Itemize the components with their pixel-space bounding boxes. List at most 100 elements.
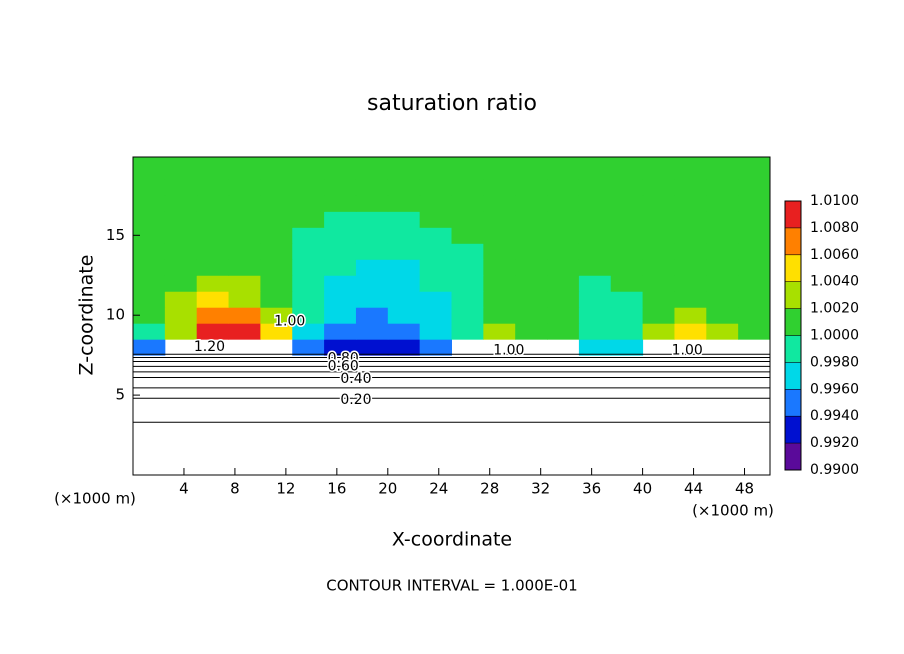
cell <box>324 243 357 260</box>
cell <box>260 227 293 244</box>
x-unit: (×1000 m) <box>54 490 136 508</box>
contour-label: 1.00 <box>672 342 703 358</box>
cell <box>419 275 452 292</box>
x-tick-label: 8 <box>230 480 240 498</box>
cell <box>578 227 612 244</box>
cell <box>610 211 644 228</box>
cell <box>292 259 325 276</box>
cell <box>515 227 548 244</box>
cell <box>292 307 325 324</box>
cell <box>260 211 293 228</box>
cell <box>164 179 198 196</box>
cell <box>706 157 739 180</box>
colorbar-tick-label: 1.0060 <box>810 247 859 263</box>
cell <box>451 259 484 276</box>
cell <box>706 179 739 196</box>
cell <box>706 323 739 340</box>
contour-label: 1.00 <box>274 314 305 330</box>
cell <box>610 195 644 212</box>
cell <box>674 179 707 196</box>
cell <box>164 291 198 308</box>
cell <box>292 179 325 196</box>
cell <box>578 195 612 212</box>
cell <box>451 243 484 260</box>
cell <box>610 157 644 180</box>
cell <box>164 157 198 180</box>
cell <box>355 339 389 356</box>
cell <box>133 291 166 308</box>
cell <box>196 275 230 292</box>
chart-title: saturation ratio <box>367 91 537 116</box>
cell <box>419 211 452 228</box>
cell <box>547 275 580 292</box>
cell <box>642 291 675 308</box>
cell <box>133 243 166 260</box>
cell <box>228 259 261 276</box>
cell <box>515 307 548 324</box>
y-tick-label: 10 <box>106 306 125 324</box>
cell <box>610 339 644 356</box>
contour-label: 0.60 <box>328 358 359 374</box>
colorbar-bin <box>785 335 801 363</box>
x-tick-label: 4 <box>179 480 189 498</box>
cell <box>674 323 707 340</box>
cell <box>451 157 484 180</box>
cell <box>228 291 261 308</box>
cell <box>324 323 357 340</box>
cell <box>292 227 325 244</box>
cell <box>324 259 357 276</box>
cell <box>451 291 484 308</box>
cell <box>196 323 230 340</box>
cell <box>260 259 293 276</box>
cell <box>196 179 230 196</box>
cell <box>419 291 452 308</box>
cell <box>228 323 261 340</box>
cell <box>228 307 261 324</box>
cell <box>578 339 612 356</box>
cell <box>133 307 166 324</box>
cell <box>164 243 198 260</box>
colorbar-bin <box>785 362 801 390</box>
cell <box>292 291 325 308</box>
cell <box>610 243 644 260</box>
cell <box>355 323 389 340</box>
cell <box>324 291 357 308</box>
cell <box>610 275 644 292</box>
cell <box>324 339 357 356</box>
cell <box>674 307 707 324</box>
cell <box>387 157 421 180</box>
colorbar-tick-label: 1.0020 <box>810 301 859 317</box>
cell <box>387 307 421 324</box>
cell <box>419 195 452 212</box>
cell <box>515 179 548 196</box>
cell <box>610 323 644 340</box>
cell <box>387 211 421 228</box>
colorbar-bin <box>785 254 801 282</box>
colorbar-bin <box>785 281 801 309</box>
cell <box>706 227 739 244</box>
cell <box>706 259 739 276</box>
y-axis-label: Z-coordinate <box>76 255 98 376</box>
cell <box>483 307 516 324</box>
cell <box>260 323 293 340</box>
cell <box>738 291 770 308</box>
cell <box>133 259 166 276</box>
cell <box>292 157 325 180</box>
cell <box>260 291 293 308</box>
cell <box>674 275 707 292</box>
cell <box>228 227 261 244</box>
cell <box>642 259 675 276</box>
cell <box>451 275 484 292</box>
cell <box>674 291 707 308</box>
cell <box>610 259 644 276</box>
cell <box>738 243 770 260</box>
cell <box>451 227 484 244</box>
cell <box>355 195 389 212</box>
contour-label: 1.00 <box>493 342 524 358</box>
cell <box>419 259 452 276</box>
cell <box>642 179 675 196</box>
cell <box>419 157 452 180</box>
colorbar-bin <box>785 389 801 417</box>
y-tick-label: 5 <box>115 386 125 404</box>
cell <box>547 227 580 244</box>
